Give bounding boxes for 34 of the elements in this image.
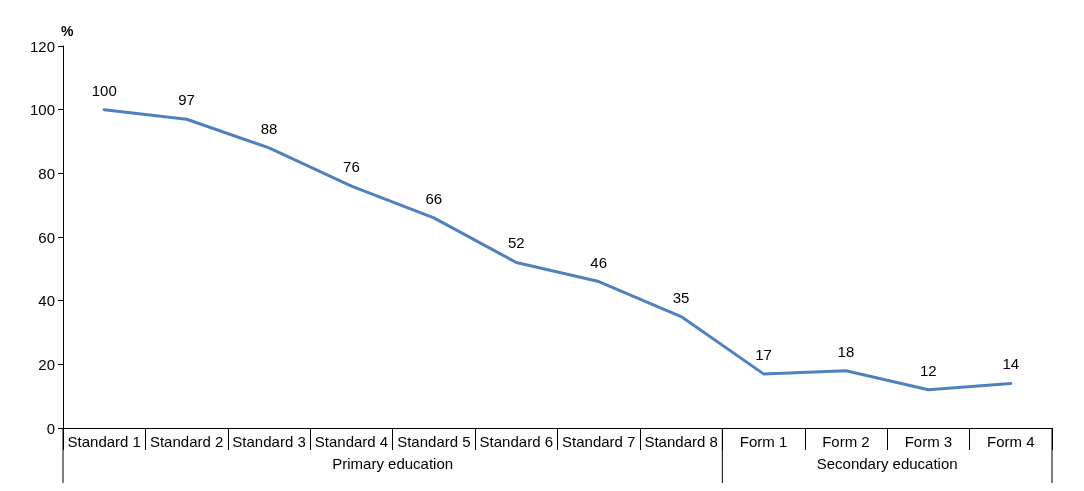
y-tick-label: 80 xyxy=(38,164,55,182)
data-label: 66 xyxy=(425,189,443,207)
y-tick-label: 40 xyxy=(38,292,55,310)
y-tick-label: 60 xyxy=(38,228,55,246)
data-label: 46 xyxy=(590,253,608,271)
x-tick-label: Form 2 xyxy=(822,433,870,450)
y-tick-label: 0 xyxy=(46,419,55,437)
y-tick-label: 120 xyxy=(29,37,55,55)
data-label: 76 xyxy=(343,158,360,176)
x-tick-label: Standard 3 xyxy=(232,433,306,450)
x-tick-label: Form 4 xyxy=(987,433,1035,450)
x-tick-label: Standard 6 xyxy=(479,433,553,450)
data-label: 35 xyxy=(672,288,690,306)
x-tick-label: Standard 7 xyxy=(562,433,636,450)
y-tick-label: 20 xyxy=(38,355,55,373)
data-label: 17 xyxy=(755,345,772,363)
data-label: 14 xyxy=(1002,355,1020,373)
data-label: 52 xyxy=(507,234,525,252)
x-tick-label: Standard 2 xyxy=(149,433,224,450)
x-tick-label: Standard 8 xyxy=(644,433,718,450)
y-axis-title: % xyxy=(61,23,74,39)
text: Primary education xyxy=(332,454,454,472)
x-tick-label: Standard 4 xyxy=(314,433,389,450)
data-label: 88 xyxy=(260,119,278,137)
x-tick-label: Form 1 xyxy=(739,433,788,450)
x-tick-label: Standard 1 xyxy=(67,433,141,450)
data-label: 18 xyxy=(837,342,855,360)
x-tick-label: Standard 5 xyxy=(397,433,471,450)
y-tick-label: 100 xyxy=(29,101,55,119)
data-label: 100 xyxy=(91,81,117,99)
data-label: 12 xyxy=(920,361,937,379)
data-label: 97 xyxy=(178,91,195,109)
x-tick-label: Form 3 xyxy=(904,433,953,450)
text: Secondary education xyxy=(816,454,958,472)
